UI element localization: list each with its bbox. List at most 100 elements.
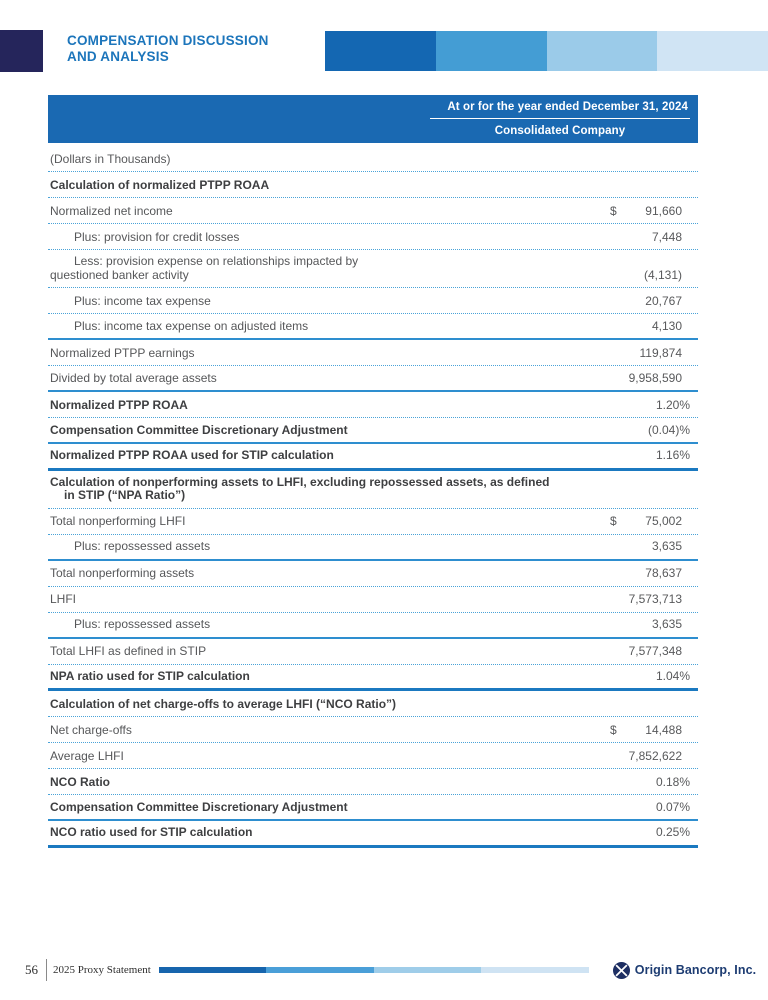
row-value: 0.25% (655, 825, 690, 839)
row-value: 91,660 (645, 203, 682, 218)
row-value: 9,958,590 (628, 370, 682, 385)
row-value-cell: 4,130 (610, 318, 690, 334)
row-value-cell: 0.18% (610, 774, 690, 790)
table-row: Calculation of normalized PTPP ROAA (48, 172, 698, 198)
table-row: Net charge-offs $14,488 (48, 717, 698, 743)
gradient-segment (373, 967, 482, 973)
row-value: 78,637 (645, 566, 682, 580)
document-title: 2025 Proxy Statement (53, 964, 151, 976)
row-label: Plus: income tax expense on adjusted ite… (74, 318, 309, 333)
footer-gradient-bar (158, 967, 589, 973)
row-value-cell: 20,767 (610, 293, 690, 309)
row-label: Plus: repossessed assets (74, 617, 211, 631)
row-value-cell: 119,874 (610, 345, 690, 361)
table-row: Plus: income tax expense 20,767 (48, 288, 698, 314)
row-value-cell: 7,852,622 (610, 748, 690, 764)
origin-bancorp-logo-icon (612, 961, 630, 979)
row-value-cell: $91,660 (610, 203, 690, 219)
row-value: 14,488 (645, 722, 682, 737)
table-row: Calculation of net charge-offs to averag… (48, 691, 698, 717)
table-row: Divided by total average assets 9,958,590 (48, 366, 698, 392)
gradient-segment (657, 31, 768, 71)
gradient-segment (546, 31, 658, 71)
gradient-segment (435, 31, 547, 71)
row-value: 119,874 (639, 345, 683, 360)
table-row: NCO ratio used for STIP calculation 0.25% (48, 821, 698, 848)
units-note: (Dollars in Thousands) (48, 148, 698, 172)
table-body: Calculation of normalized PTPP ROAA Norma… (48, 172, 698, 848)
row-value-cell: (4,131) (610, 267, 690, 283)
row-value: 7,448 (651, 229, 682, 244)
page-title-line1: COMPENSATION DISCUSSION (67, 33, 269, 48)
row-value-cell: 7,573,713 (610, 592, 690, 607)
row-value: 7,852,622 (628, 748, 682, 763)
row-label: Compensation Committee Discretionary Adj… (50, 422, 348, 437)
footer-divider (46, 959, 47, 981)
header-gradient-bar (325, 31, 768, 71)
row-value: 3,635 (651, 617, 682, 631)
row-value-cell: 9,958,590 (610, 370, 690, 386)
row-value: 20,767 (645, 293, 682, 308)
row-label: LHFI (50, 592, 77, 606)
row-label: Normalized PTPP ROAA used for STIP calcu… (50, 448, 334, 462)
row-label: NPA ratio used for STIP calculation (50, 668, 250, 683)
row-value-cell: 7,448 (610, 229, 690, 245)
header-navy-square (0, 30, 43, 72)
row-label: Calculation of net charge-offs to averag… (50, 696, 397, 711)
dollar-sign: $ (610, 203, 617, 218)
table-row: Calculation of nonperforming assets to L… (48, 471, 698, 509)
row-value-cell: 1.04% (610, 668, 690, 684)
table-row: Less: provision expense on relationships… (48, 250, 698, 288)
gradient-segment (266, 967, 374, 973)
table-row: Normalized PTPP ROAA 1.20% (48, 392, 698, 418)
table-row: Normalized PTPP earnings 119,874 (48, 340, 698, 366)
row-value: 1.04% (655, 668, 690, 683)
table-row: Plus: repossessed assets 3,635 (48, 613, 698, 639)
financial-table: At or for the year ended December 31, 20… (48, 95, 698, 848)
page-footer: 56 2025 Proxy Statement Origin Bancorp, … (0, 955, 768, 985)
row-label: Average LHFI (50, 748, 124, 763)
table-row: Plus: repossessed assets 3,635 (48, 535, 698, 561)
row-value-cell: 7,577,348 (610, 644, 690, 659)
table-row: Compensation Committee Discretionary Adj… (48, 418, 698, 444)
row-label: Normalized PTPP ROAA (50, 397, 188, 412)
period-header: At or for the year ended December 31, 20… (447, 101, 688, 113)
table-row: Normalized PTPP ROAA used for STIP calcu… (48, 444, 698, 471)
row-value-cell: 1.16% (610, 448, 690, 463)
row-value-cell: $14,488 (610, 722, 690, 738)
row-label: Plus: provision for credit losses (74, 229, 240, 244)
row-value: 7,573,713 (628, 592, 682, 606)
banner-separator-line (430, 118, 690, 119)
table-row: NPA ratio used for STIP calculation 1.04% (48, 665, 698, 691)
row-label: Plus: income tax expense (74, 293, 211, 308)
row-label: Total nonperforming assets (50, 566, 195, 580)
table-row: Total nonperforming LHFI $75,002 (48, 509, 698, 535)
gradient-segment (158, 967, 267, 973)
table-row: LHFI 7,573,713 (48, 587, 698, 613)
dollar-sign: $ (610, 722, 617, 737)
table-row: Average LHFI 7,852,622 (48, 743, 698, 769)
page-number: 56 (25, 962, 38, 977)
row-value: 4,130 (651, 318, 682, 333)
row-label: Total LHFI as defined in STIP (50, 644, 207, 658)
row-value: (4,131) (643, 267, 682, 282)
row-label: Calculation of normalized PTPP ROAA (50, 177, 270, 192)
row-value: (0.04)% (647, 422, 690, 437)
row-value-cell: (0.04)% (610, 422, 690, 438)
row-label: Net charge-offs (50, 722, 132, 737)
row-value: 1.16% (655, 448, 690, 462)
table-header-banner: At or for the year ended December 31, 20… (48, 95, 698, 143)
row-value: 1.20% (655, 397, 690, 412)
row-value-cell: 3,635 (610, 617, 690, 632)
row-value-cell: $75,002 (610, 514, 690, 529)
page-title-line2: AND ANALYSIS (67, 49, 169, 64)
column-header: Consolidated Company (494, 125, 626, 137)
row-label: Normalized net income (50, 203, 173, 218)
row-label: Less: provision expense on relationships… (50, 254, 359, 282)
page-title: COMPENSATION DISCUSSION AND ANALYSIS (67, 33, 269, 65)
row-value: 0.18% (655, 774, 690, 789)
row-value: 0.07% (655, 799, 690, 814)
row-value-cell: 1.20% (610, 397, 690, 413)
gradient-segment (325, 31, 436, 71)
